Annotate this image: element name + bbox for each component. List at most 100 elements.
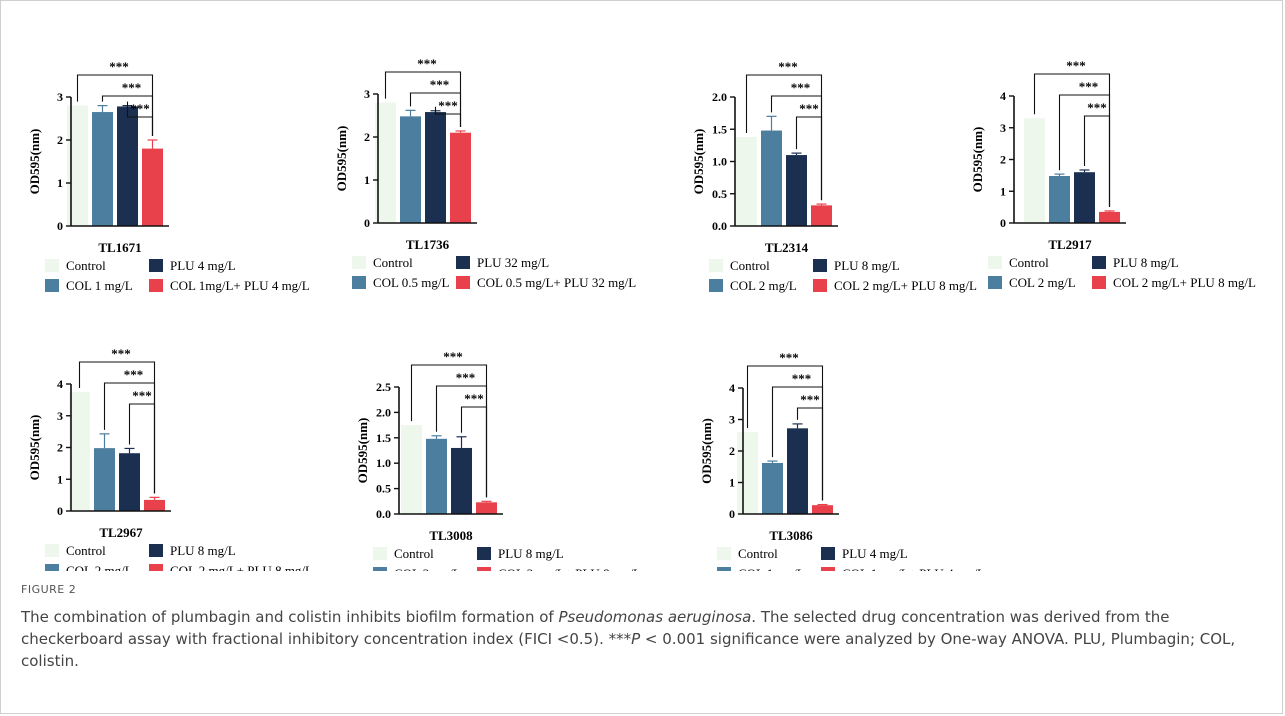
y-tick-label: 4 (729, 381, 735, 395)
significance-label: *** (438, 98, 458, 113)
y-tick-label: 1 (57, 472, 63, 486)
legend-label-col: COL 1 mg/L (66, 278, 133, 293)
bar-plu (117, 106, 138, 226)
significance-bracket (745, 74, 823, 201)
bar-plu (786, 155, 807, 226)
y-tick-label: 2.5 (376, 380, 391, 394)
y-tick-label: 1 (729, 476, 735, 490)
legend-swatch-control (988, 256, 1002, 269)
bar-plu (119, 453, 140, 511)
bar-col (94, 448, 115, 511)
significance-bracket (434, 106, 462, 127)
y-tick-label: 0 (57, 504, 63, 518)
significance-bracket (1033, 73, 1111, 207)
significance-bracket (409, 92, 462, 127)
y-tick-label: 1 (364, 173, 370, 187)
bar-plu (425, 112, 446, 223)
legend-label-control: Control (66, 543, 106, 558)
bar-combo (144, 499, 165, 511)
legend-label-plu: PLU 8 mg/L (834, 258, 900, 273)
legend-label-col: COL 2 mg/L (730, 278, 797, 293)
legend-label-col: COL 1 mg/L (738, 566, 805, 571)
y-axis-label: OD595(nm) (691, 129, 706, 195)
bar-combo (450, 132, 471, 223)
y-axis-label: OD595(nm) (27, 129, 42, 195)
significance-label: *** (132, 388, 152, 403)
y-axis-label: OD595(nm) (334, 126, 349, 192)
significance-label: *** (124, 367, 144, 382)
bar-col (762, 462, 783, 514)
y-tick-label: 0.0 (376, 507, 391, 521)
significance-bracket (795, 116, 823, 201)
legend-swatch-col (717, 567, 731, 571)
y-tick-label: 2.0 (712, 90, 727, 104)
legend-label-plu: PLU 32 mg/L (477, 255, 549, 270)
figure-label: FIGURE 2 (21, 583, 77, 596)
bar-control (69, 391, 90, 511)
legend-swatch-combo (477, 567, 491, 571)
significance-label: *** (130, 101, 150, 116)
significance-bracket (796, 407, 824, 501)
bar-plu (1074, 172, 1095, 223)
bar-combo (1099, 211, 1120, 223)
chart-title: TL2917 (1048, 237, 1092, 252)
significance-label: *** (464, 391, 484, 406)
significance-label: *** (1079, 79, 1099, 94)
y-tick-label: 3 (729, 413, 735, 427)
significance-bracket (410, 364, 488, 498)
significance-label: *** (111, 346, 131, 361)
caption-p-symbol: P (631, 630, 641, 648)
chart-title: TL3086 (769, 528, 813, 543)
legend-label-control: Control (66, 258, 106, 273)
legend-swatch-plu (821, 547, 835, 560)
caption-text: The combination of plumbagin and colisti… (21, 606, 1261, 672)
y-tick-label: 1.0 (376, 456, 391, 470)
y-axis-label: OD595(nm) (699, 418, 714, 484)
chart-title: TL1736 (406, 237, 450, 252)
y-axis-label: OD595(nm) (27, 415, 42, 481)
significance-label: *** (778, 59, 798, 74)
significance-label: *** (443, 349, 463, 364)
significance-label: *** (792, 371, 812, 386)
legend-swatch-col (373, 567, 387, 571)
y-axis-label: OD595(nm) (355, 418, 370, 484)
legend-label-control: Control (373, 255, 413, 270)
chart-title: TL2314 (765, 240, 809, 255)
y-tick-label: 0 (57, 219, 63, 233)
bar-control (375, 102, 396, 223)
caption-species: Pseudomonas aeruginosa (558, 608, 752, 626)
legend-label-col: COL 2 mg/L (66, 563, 133, 571)
y-tick-label: 1 (57, 176, 63, 190)
bar-combo (142, 148, 163, 226)
caption-part-2: . The selected drug concentration was de… (21, 608, 1170, 648)
significance-bracket (126, 101, 154, 136)
legend-label-combo: COL 2 mg/L+ PLU 8 mg/L (834, 278, 977, 293)
legend-label-control: Control (1009, 255, 1049, 270)
legend-label-combo: COL 2 mg/L+ PLU 8 mg/L (498, 566, 641, 571)
caption-part-1: The combination of plumbagin and colisti… (21, 608, 559, 626)
caption-part-3: < 0.001 significance were analyzed by On… (21, 630, 1236, 670)
y-tick-label: 3 (364, 87, 370, 101)
bar-control (401, 425, 422, 514)
bar-combo (812, 505, 833, 514)
y-tick-label: 1.0 (712, 155, 727, 169)
y-tick-label: 0.0 (712, 219, 727, 233)
significance-label: *** (1087, 100, 1107, 115)
charts-canvas: 0 1 2 3 OD595(nm) TL1671 *** *** *** Control PLU 4… (27, 56, 1256, 571)
legend-swatch-control (352, 256, 366, 269)
bar-plu (451, 447, 472, 514)
significance-bracket (128, 403, 156, 494)
legend-swatch-plu (149, 544, 163, 557)
bar-col (400, 116, 421, 223)
legend-swatch-plu (1092, 256, 1106, 269)
y-tick-label: 4 (1000, 89, 1006, 103)
y-tick-label: 0 (729, 507, 735, 521)
significance-bracket (460, 406, 488, 498)
legend-swatch-control (709, 259, 723, 272)
legend-label-control: Control (730, 258, 770, 273)
significance-label: *** (122, 80, 142, 95)
legend-swatch-combo (1092, 276, 1106, 289)
legend-label-col: COL 2 mg/L (394, 566, 461, 571)
y-tick-label: 2 (729, 444, 735, 458)
